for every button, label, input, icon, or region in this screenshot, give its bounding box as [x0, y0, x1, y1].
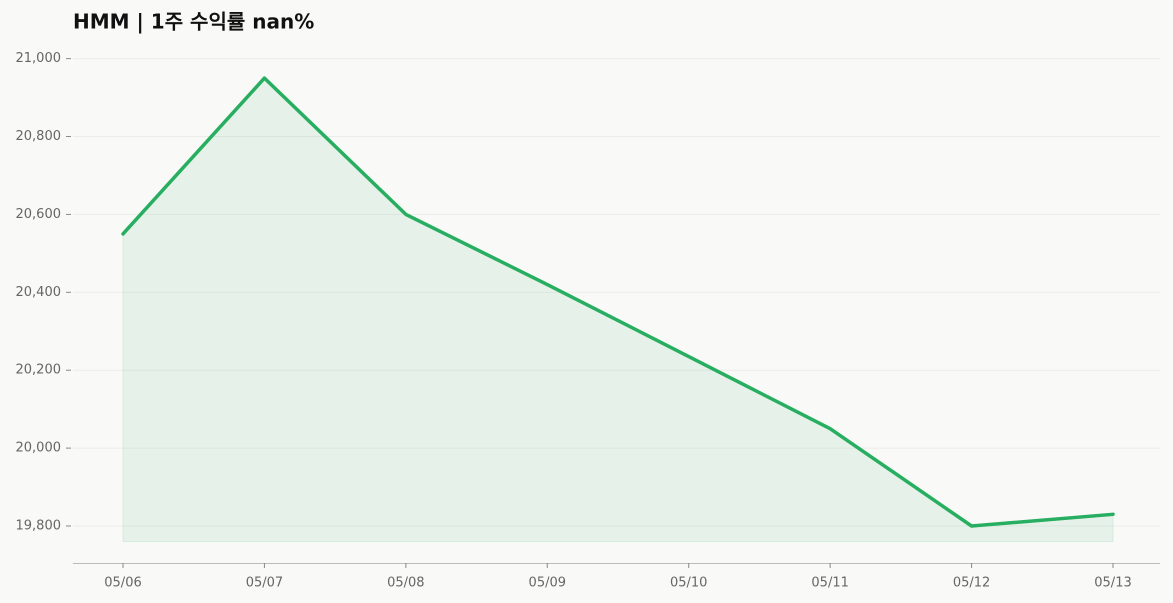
y-tick-label: 20,400: [16, 285, 62, 300]
x-tick-label: 05/09: [529, 576, 566, 591]
x-tick-label: 05/12: [953, 576, 990, 591]
y-tick-label: 20,600: [16, 207, 62, 222]
x-tick-label: 05/11: [811, 576, 848, 591]
x-tick-label: 05/07: [246, 576, 283, 591]
x-tick-label: 05/10: [670, 576, 707, 591]
y-tick-label: 20,000: [16, 441, 62, 456]
x-tick-label: 05/06: [104, 576, 141, 591]
y-tick-label: 21,000: [16, 51, 62, 66]
y-tick-label: 20,200: [16, 363, 62, 378]
x-tick-label: 05/08: [387, 576, 424, 591]
y-tick-label: 20,800: [16, 129, 62, 144]
y-tick-label: 19,800: [16, 519, 62, 534]
x-tick-label: 05/13: [1094, 576, 1131, 591]
chart-title: HMM | 1주 수익률 nan%: [73, 10, 314, 34]
area: [122, 77, 1114, 543]
line: [121, 76, 1115, 528]
